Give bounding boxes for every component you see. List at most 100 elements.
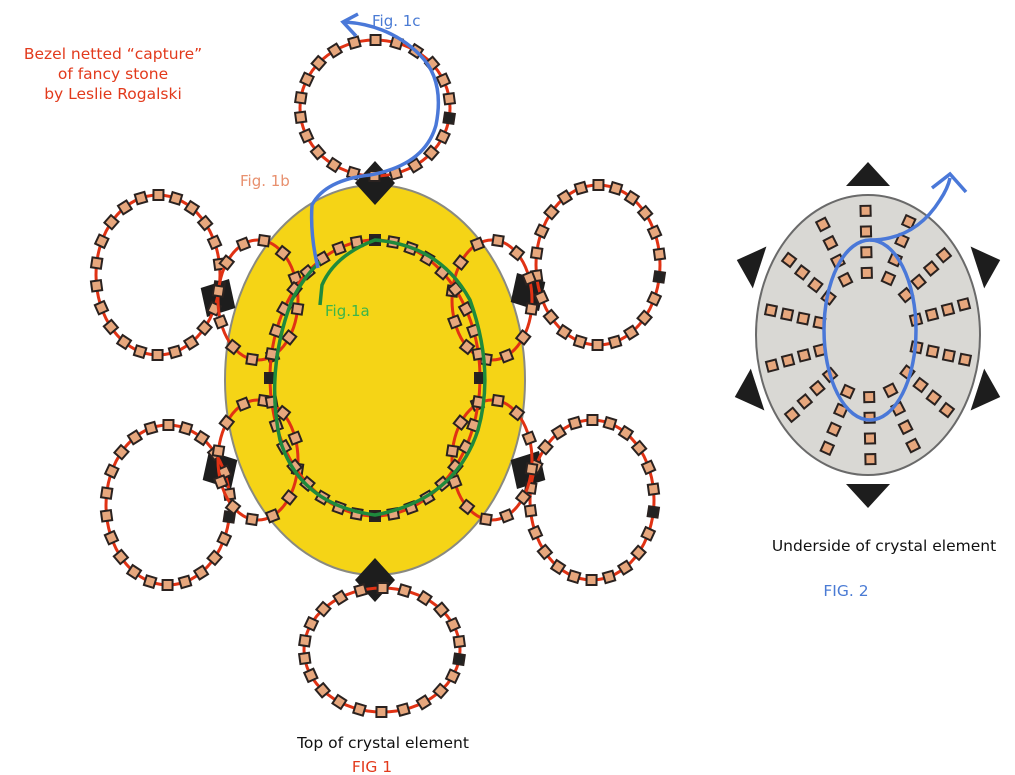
- bead: [837, 271, 854, 288]
- bead: [910, 273, 928, 291]
- bead: [314, 600, 332, 618]
- bead: [900, 213, 917, 230]
- bead: [93, 233, 110, 250]
- bead: [432, 682, 450, 700]
- bead: [646, 290, 663, 307]
- bead: [353, 582, 368, 598]
- bead: [839, 383, 856, 400]
- bead: [814, 216, 831, 233]
- bead-loop: [529, 178, 667, 352]
- bead: [630, 544, 648, 562]
- bead: [103, 463, 120, 480]
- bead: [938, 401, 956, 419]
- bead: [396, 702, 411, 718]
- bead: [479, 512, 493, 527]
- caption-top-of-crystal: Top of crystal element: [296, 734, 469, 752]
- bead: [956, 297, 972, 312]
- bead-spoke: [897, 246, 953, 304]
- bead: [99, 509, 114, 523]
- bead: [652, 247, 667, 261]
- bead: [196, 214, 214, 232]
- thread-path-fig1a: [272, 238, 487, 517]
- bead: [940, 302, 956, 317]
- bead: [491, 393, 505, 408]
- bead: [257, 233, 271, 248]
- bead: [435, 72, 452, 89]
- bead: [536, 543, 554, 561]
- bead: [298, 127, 315, 144]
- bead: [780, 251, 798, 269]
- bead: [224, 338, 242, 356]
- bead: [514, 488, 532, 506]
- bead: [623, 189, 641, 207]
- bead: [115, 333, 133, 351]
- bead: [375, 705, 388, 719]
- title-line-2: of fancy stone: [57, 65, 169, 83]
- bead: [457, 300, 475, 318]
- bead: [601, 569, 617, 585]
- bead: [167, 344, 183, 360]
- arrowhead-fig2: [930, 171, 968, 194]
- bead: [212, 474, 229, 490]
- prong: [736, 246, 767, 289]
- bead: [216, 530, 233, 547]
- bead: [529, 246, 544, 260]
- bead: [894, 232, 910, 249]
- bead: [178, 420, 194, 436]
- bead: [452, 254, 470, 272]
- bead-loop: [297, 581, 467, 719]
- bead: [369, 33, 382, 47]
- bead: [125, 563, 143, 581]
- bead: [527, 524, 544, 541]
- bead: [616, 559, 634, 576]
- bead: [206, 549, 224, 567]
- bead: [331, 240, 347, 257]
- bead: [290, 302, 305, 316]
- bead: [807, 276, 824, 294]
- bead: [274, 404, 292, 422]
- bead: [524, 462, 539, 476]
- bead: [796, 348, 812, 363]
- bead: [591, 338, 604, 352]
- bead: [607, 334, 623, 350]
- bead: [783, 406, 801, 424]
- bead: [819, 440, 836, 457]
- bead: [912, 376, 929, 394]
- bead: [524, 302, 539, 316]
- fig1-loops: [89, 33, 667, 719]
- bead: [452, 634, 467, 649]
- bead: [211, 444, 226, 458]
- bead: [444, 668, 461, 685]
- prong: [846, 484, 890, 508]
- bead: [935, 246, 953, 264]
- bead-spoke: [814, 216, 854, 288]
- bead: [860, 266, 873, 280]
- bead: [89, 279, 104, 293]
- bead: [293, 110, 308, 124]
- bead: [498, 348, 515, 364]
- bead: [310, 54, 328, 72]
- bead: [183, 199, 201, 217]
- bead: [89, 256, 104, 270]
- bead: [218, 254, 236, 272]
- bead: [780, 307, 795, 322]
- bead: [491, 233, 505, 248]
- bead: [566, 569, 582, 585]
- arrowhead-fig1c: [340, 12, 359, 38]
- fig2-group: [734, 162, 1001, 508]
- bead: [880, 270, 897, 287]
- bead: [859, 204, 872, 217]
- bead: [235, 236, 252, 252]
- bead: [274, 244, 292, 262]
- bead: [192, 564, 210, 581]
- dark-bead: [646, 505, 661, 519]
- bead: [521, 430, 538, 446]
- bead: [897, 286, 915, 304]
- caption-fig1: FIG 1: [352, 758, 392, 775]
- title-line-1: Bezel netted “capture”: [23, 45, 203, 63]
- bead: [622, 324, 640, 341]
- label-fig1a: Fig.1a: [325, 302, 370, 320]
- bead: [102, 213, 120, 231]
- bead: [352, 701, 367, 717]
